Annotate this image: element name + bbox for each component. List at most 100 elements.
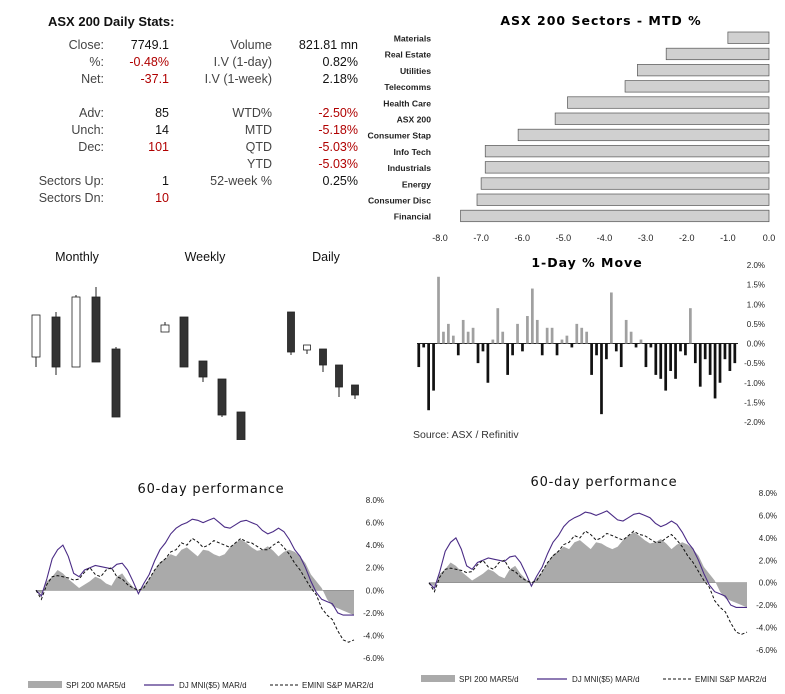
stat-value: -5.18%: [318, 123, 358, 137]
candle-body: [236, 411, 246, 440]
candle-body: [179, 316, 189, 368]
move-bar: [619, 343, 623, 368]
sector-label: Utilities: [400, 66, 431, 76]
legend-label: SPI 200 MAR5/d: [459, 675, 519, 684]
series-line-dj: [428, 510, 747, 608]
move-bar: [718, 343, 722, 383]
move-bar: [634, 343, 638, 348]
stat-label: Adv:: [78, 106, 104, 120]
y-tick-label: 4.0%: [366, 541, 384, 550]
stat-value: -5.03%: [318, 140, 358, 154]
move-bar: [570, 343, 574, 348]
sector-label: Industrials: [388, 163, 432, 173]
y-tick-label: -2.0%: [363, 609, 384, 618]
candle-body: [217, 378, 227, 416]
sector-bar: [554, 112, 770, 125]
y-tick-label: 0.0%: [759, 579, 777, 588]
stat-label: %:: [89, 55, 104, 69]
stat-value: 85: [155, 106, 169, 120]
move-bar: [644, 343, 648, 368]
move-bar: [555, 343, 559, 356]
move-bar: [550, 327, 554, 344]
move-bar: [610, 292, 613, 344]
stat-label: Volume: [230, 38, 272, 52]
stat-value: 10: [155, 191, 169, 205]
candle-body: [71, 296, 81, 368]
move-bar: [535, 319, 539, 344]
stat-value: 101: [148, 140, 169, 154]
move-bar: [659, 343, 663, 379]
y-tick-label: -6.0%: [756, 646, 777, 655]
y-tick-label: 8.0%: [366, 496, 384, 505]
move-bar: [511, 343, 514, 356]
stat-label: Net:: [81, 72, 104, 86]
stat-value: -2.50%: [318, 106, 358, 120]
sector-label: ASX 200: [397, 115, 432, 125]
move-bar: [447, 323, 450, 344]
move-bar: [526, 316, 529, 344]
move-bar: [679, 343, 682, 352]
x-tick-label: 0.0: [763, 233, 776, 243]
candle-chart-title: Daily: [312, 250, 341, 264]
x-tick-label: -4.0: [597, 233, 613, 243]
stat-value: 0.25%: [322, 174, 358, 188]
legend-label: EMINI S&P MAR2/d: [302, 681, 373, 690]
sector-bar: [665, 47, 770, 61]
series-area-spi: [36, 539, 354, 616]
legend-label: DJ MNI($5) MAR/d: [572, 675, 640, 684]
x-tick-label: -2.0: [679, 233, 695, 243]
move-bar: [481, 343, 485, 352]
sector-bar: [624, 80, 770, 93]
candle-body: [303, 344, 311, 351]
move-bar: [496, 308, 500, 344]
candle-body: [351, 384, 359, 396]
x-tick-label: -6.0: [514, 233, 530, 243]
move-bar: [437, 276, 440, 344]
move-bar: [501, 331, 505, 344]
move-bar: [471, 327, 475, 344]
stat-value: 7749.1: [130, 38, 169, 52]
move-bar: [461, 319, 465, 344]
stat-label: 52-week %: [210, 174, 272, 188]
x-tick-label: -8.0: [432, 233, 448, 243]
sector-bar: [637, 64, 770, 77]
stat-label: MTD: [244, 123, 272, 137]
stat-value: 0.82%: [322, 55, 358, 69]
sector-label: Real Estate: [385, 50, 432, 60]
candle-body: [51, 316, 61, 368]
stat-value: 1: [162, 174, 169, 188]
candle-chart-title: Monthly: [55, 250, 100, 264]
sector-bar: [476, 193, 770, 206]
move-bar: [674, 343, 677, 379]
candle-body: [198, 360, 208, 378]
y-tick-label: 0.5%: [747, 320, 765, 329]
legend-label: EMINI S&P MAR2/d: [695, 675, 766, 684]
move-bar: [476, 343, 480, 364]
move-bar: [516, 323, 519, 344]
move-bar: [575, 323, 579, 344]
y-tick-label: -2.0%: [744, 418, 765, 427]
stat-value: 2.18%: [322, 72, 358, 86]
move-bar: [684, 343, 687, 356]
daily-move-title: 1-Day % Move: [531, 255, 642, 270]
sector-label: Energy: [402, 179, 431, 189]
move-bar: [451, 335, 455, 344]
legend-swatch-spi: [421, 675, 455, 682]
sector-bar: [517, 128, 770, 142]
move-bar: [565, 335, 569, 344]
x-tick-label: -1.0: [720, 233, 736, 243]
move-bar: [530, 288, 534, 344]
sector-label: Financial: [394, 212, 431, 222]
y-tick-label: -0.5%: [744, 359, 765, 368]
move-bar: [733, 343, 737, 364]
move-bar: [417, 343, 421, 368]
move-bar: [560, 339, 564, 344]
move-bar: [466, 331, 470, 344]
stat-value: -0.48%: [129, 55, 169, 69]
move-bar: [585, 331, 589, 344]
stat-label: Sectors Up:: [38, 174, 104, 188]
candle-body: [31, 314, 41, 358]
move-bar: [708, 343, 712, 375]
sector-label: Health Care: [383, 98, 431, 108]
move-bar: [605, 343, 608, 360]
